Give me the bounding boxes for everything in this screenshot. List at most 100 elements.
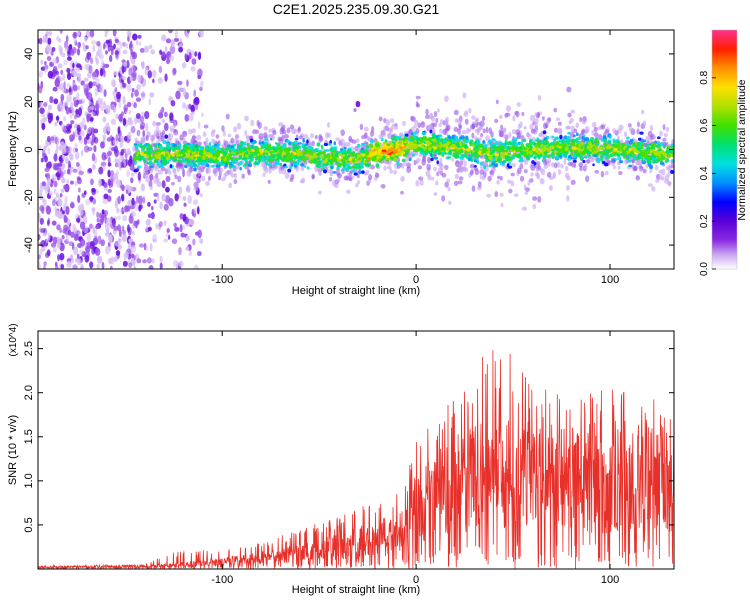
heatmap-cell bbox=[479, 161, 483, 166]
heatmap-cell bbox=[165, 175, 171, 183]
heatmap-cell bbox=[86, 115, 90, 123]
heatmap-cell bbox=[447, 186, 451, 192]
heatmap-cell bbox=[457, 118, 463, 124]
heatmap-cell bbox=[143, 45, 150, 53]
heatmap-cell bbox=[95, 51, 99, 57]
heatmap-cell bbox=[89, 223, 93, 229]
heatmap-cell bbox=[455, 152, 459, 156]
heatmap-cell bbox=[404, 133, 409, 137]
heatmap-cell bbox=[103, 89, 107, 98]
heatmap-cell bbox=[170, 142, 174, 146]
heatmap-cell bbox=[46, 44, 52, 53]
heatmap-cell bbox=[283, 152, 286, 156]
heatmap-cell bbox=[298, 135, 304, 140]
heatmap-cell bbox=[109, 54, 113, 63]
heatmap-cell bbox=[494, 118, 499, 124]
heatmap-cell bbox=[632, 165, 638, 172]
heatmap-cell bbox=[244, 160, 249, 163]
heatmap-cell bbox=[68, 87, 72, 93]
heatmap-cell bbox=[510, 180, 515, 187]
heatmap-cell bbox=[386, 165, 392, 170]
heatmap-cell bbox=[63, 169, 67, 175]
heatmap-cell bbox=[645, 155, 650, 159]
heatmap-cell bbox=[564, 151, 569, 155]
heatmap-cell bbox=[181, 62, 187, 69]
heatmap-cell bbox=[417, 165, 423, 170]
heatmap-cell bbox=[84, 63, 89, 70]
heatmap-cell bbox=[78, 135, 82, 141]
heatmap-cell bbox=[74, 114, 77, 120]
heatmap-cell bbox=[140, 183, 146, 192]
heatmap-cell bbox=[147, 156, 152, 161]
heatmap-cell bbox=[477, 181, 482, 188]
heatmap-cell bbox=[203, 124, 209, 129]
heatmap-cell bbox=[360, 170, 365, 174]
heatmap-cell bbox=[166, 228, 170, 233]
heatmap-cell bbox=[641, 151, 645, 156]
heatmap-cell bbox=[129, 43, 133, 49]
heatmap-cell bbox=[628, 164, 633, 168]
heatmap-cell bbox=[95, 188, 99, 195]
heatmap-cell bbox=[527, 144, 531, 149]
heatmap-cell bbox=[83, 83, 88, 93]
heatmap-cell bbox=[160, 166, 166, 172]
heatmap-cell bbox=[131, 230, 135, 236]
heatmap-cell bbox=[65, 234, 69, 242]
heatmap-cell bbox=[128, 32, 132, 38]
heatmap-cell bbox=[174, 30, 179, 39]
heatmap-cell bbox=[43, 145, 47, 151]
heatmap-cell bbox=[375, 143, 379, 147]
heatmap-cell bbox=[469, 163, 475, 169]
heatmap-cell bbox=[95, 100, 99, 109]
heatmap-cell bbox=[156, 161, 160, 166]
heatmap-cell bbox=[300, 166, 305, 172]
heatmap-cell bbox=[553, 107, 558, 113]
heatmap-cell bbox=[63, 224, 69, 231]
heatmap-cell bbox=[184, 216, 189, 225]
heatmap-cell bbox=[448, 200, 452, 205]
heatmap-cell bbox=[54, 121, 58, 127]
heatmap-cell bbox=[77, 258, 82, 266]
heatmap-cell bbox=[321, 167, 325, 171]
heatmap-cell bbox=[319, 151, 324, 155]
heatmap-cell bbox=[159, 201, 163, 210]
heatmap-cell bbox=[117, 160, 122, 169]
heatmap-cell bbox=[596, 157, 601, 162]
heatmap-cell bbox=[223, 172, 227, 179]
heatmap-cell bbox=[417, 122, 421, 129]
heatmap-cell bbox=[570, 109, 576, 114]
heatmap-cell bbox=[202, 131, 207, 138]
heatmap-cell bbox=[580, 142, 584, 146]
heatmap-cell bbox=[210, 130, 215, 138]
heatmap-cell bbox=[383, 165, 387, 171]
heatmap-cell bbox=[72, 31, 78, 39]
heatmap-cell bbox=[152, 150, 156, 154]
heatmap-cell bbox=[631, 159, 635, 164]
heatmap-cell bbox=[617, 148, 622, 151]
heatmap-cell bbox=[112, 30, 117, 37]
heatmap-cell bbox=[193, 264, 199, 269]
heatmap-cell bbox=[179, 162, 184, 168]
heatmap-cell bbox=[96, 211, 100, 219]
heatmap-cell bbox=[98, 166, 104, 175]
heatmap-cell bbox=[528, 154, 533, 158]
heatmap-cell bbox=[217, 162, 220, 166]
heatmap-cell bbox=[436, 160, 439, 165]
heatmap-cell bbox=[637, 121, 640, 128]
heatmap-cell bbox=[279, 128, 285, 135]
heatmap-cell bbox=[179, 134, 184, 141]
heatmap-cell bbox=[352, 169, 355, 173]
heatmap-cell bbox=[283, 147, 287, 151]
heatmap-cell bbox=[563, 158, 567, 165]
heatmap-cell bbox=[308, 151, 312, 156]
heatmap-cell bbox=[521, 111, 525, 117]
heatmap-cell bbox=[459, 156, 464, 160]
heatmap-cell bbox=[310, 132, 314, 139]
heatmap-cell bbox=[279, 162, 283, 166]
heatmap-cell bbox=[65, 156, 69, 162]
heatmap-cell bbox=[309, 147, 314, 151]
heatmap-cell bbox=[530, 164, 536, 171]
heatmap-cell bbox=[85, 198, 91, 206]
heatmap-cell bbox=[320, 144, 324, 149]
heatmap-cell bbox=[604, 170, 609, 176]
